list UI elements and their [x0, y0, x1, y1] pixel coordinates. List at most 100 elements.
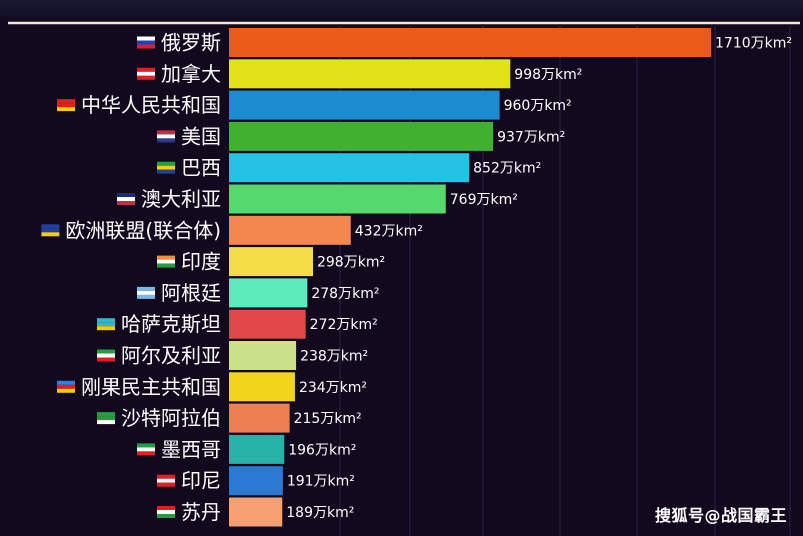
flag-stripe [137, 40, 155, 45]
flag-stripe [157, 474, 175, 479]
top-band [0, 0, 803, 22]
country-label: 加拿大 [161, 62, 221, 86]
value-label: 215万km² [294, 411, 362, 427]
country-label: 墨西哥 [161, 437, 221, 461]
flag-stripe [157, 482, 175, 487]
flag-stripe [97, 326, 115, 331]
flag-stripe [137, 294, 155, 299]
flag-stripe [137, 290, 155, 295]
flag-stripe [157, 130, 175, 135]
flag-stripe [157, 161, 175, 166]
bar [229, 59, 511, 89]
value-label: 432万km² [355, 223, 423, 239]
flag-stripe [41, 228, 60, 233]
flag-stripe [137, 443, 155, 448]
bar [229, 247, 313, 277]
country-label: 俄罗斯 [161, 31, 221, 55]
country-label: 苏丹 [181, 500, 221, 524]
value-label: 191万km² [287, 474, 355, 490]
country-label: 印尼 [181, 469, 221, 493]
flag-icon [57, 380, 75, 393]
flag-stripe [137, 36, 155, 41]
bar [229, 215, 351, 245]
flag-stripe [97, 420, 115, 425]
flag-stripe [97, 353, 115, 358]
flag-icon [157, 161, 175, 174]
country-label: 印度 [181, 250, 221, 274]
flag-icon [41, 224, 60, 237]
bar [229, 466, 283, 496]
country-label: 哈萨克斯坦 [121, 312, 221, 336]
bar [229, 153, 470, 183]
flag-stripe [97, 318, 115, 323]
flag-stripe [57, 99, 75, 104]
flag-stripe [157, 478, 175, 483]
flag-stripe [157, 138, 175, 143]
flag-stripe [157, 134, 175, 139]
flag-stripe [57, 388, 75, 393]
flag-stripe [97, 357, 115, 362]
flag-icon [97, 318, 115, 331]
bar [229, 497, 283, 527]
value-label: 234万km² [299, 380, 367, 396]
flag-stripe [137, 286, 155, 291]
flag-stripe [97, 416, 115, 421]
flag-stripe [137, 71, 155, 76]
bar [229, 341, 297, 370]
country-label: 阿根廷 [161, 281, 221, 305]
country-label: 刚果民主共和国 [81, 375, 221, 399]
flag-icon [57, 99, 75, 112]
value-label: 769万km² [450, 192, 518, 208]
flag-stripe [137, 75, 155, 80]
country-label: 澳大利亚 [141, 187, 221, 211]
country-label: 欧洲联盟(联合体) [65, 218, 221, 242]
flag-icon [157, 255, 175, 268]
bar [229, 434, 285, 464]
value-label: 298万km² [317, 255, 385, 271]
bar [229, 184, 446, 214]
flag-stripe [57, 103, 75, 108]
flag-stripe [157, 506, 175, 510]
value-label: 937万km² [497, 129, 565, 145]
country-label: 中华人民共和国 [81, 93, 221, 117]
flag-icon [137, 286, 155, 299]
flag-stripe [137, 447, 155, 452]
flag-stripe [157, 255, 175, 260]
bar [229, 90, 500, 120]
bar [229, 309, 306, 339]
flag-stripe [157, 514, 175, 518]
value-label: 960万km² [504, 98, 572, 114]
flag-stripe [97, 349, 115, 354]
flag-icon [157, 506, 175, 518]
flag-stripe [137, 451, 155, 456]
flag-stripe [97, 412, 115, 417]
bar [229, 121, 494, 151]
watermark: 搜狐号@战国霸王 [654, 506, 787, 525]
country-label: 巴西 [181, 156, 221, 180]
flag-stripe [117, 201, 135, 205]
value-label: 272万km² [310, 317, 378, 333]
flag-stripe [157, 165, 175, 170]
flag-stripe [41, 224, 60, 229]
bar [229, 278, 308, 308]
value-label: 1710万km² [715, 36, 792, 52]
flag-stripe [97, 322, 115, 327]
flag-icon [157, 130, 175, 143]
value-label: 238万km² [300, 349, 368, 365]
value-label: 196万km² [288, 442, 356, 458]
flag-stripe [137, 44, 155, 49]
country-label: 阿尔及利亚 [121, 344, 221, 368]
flag-stripe [157, 169, 175, 174]
flag-stripe [57, 107, 75, 112]
bar [229, 28, 711, 57]
flag-icon [137, 36, 155, 49]
bar [229, 372, 295, 402]
country-label: 美国 [181, 124, 221, 148]
value-label: 278万km² [311, 286, 379, 302]
flag-stripe [41, 232, 60, 237]
value-label: 189万km² [286, 505, 354, 521]
flag-icon [137, 443, 155, 456]
flag-stripe [57, 380, 75, 385]
flag-stripe [157, 510, 175, 514]
